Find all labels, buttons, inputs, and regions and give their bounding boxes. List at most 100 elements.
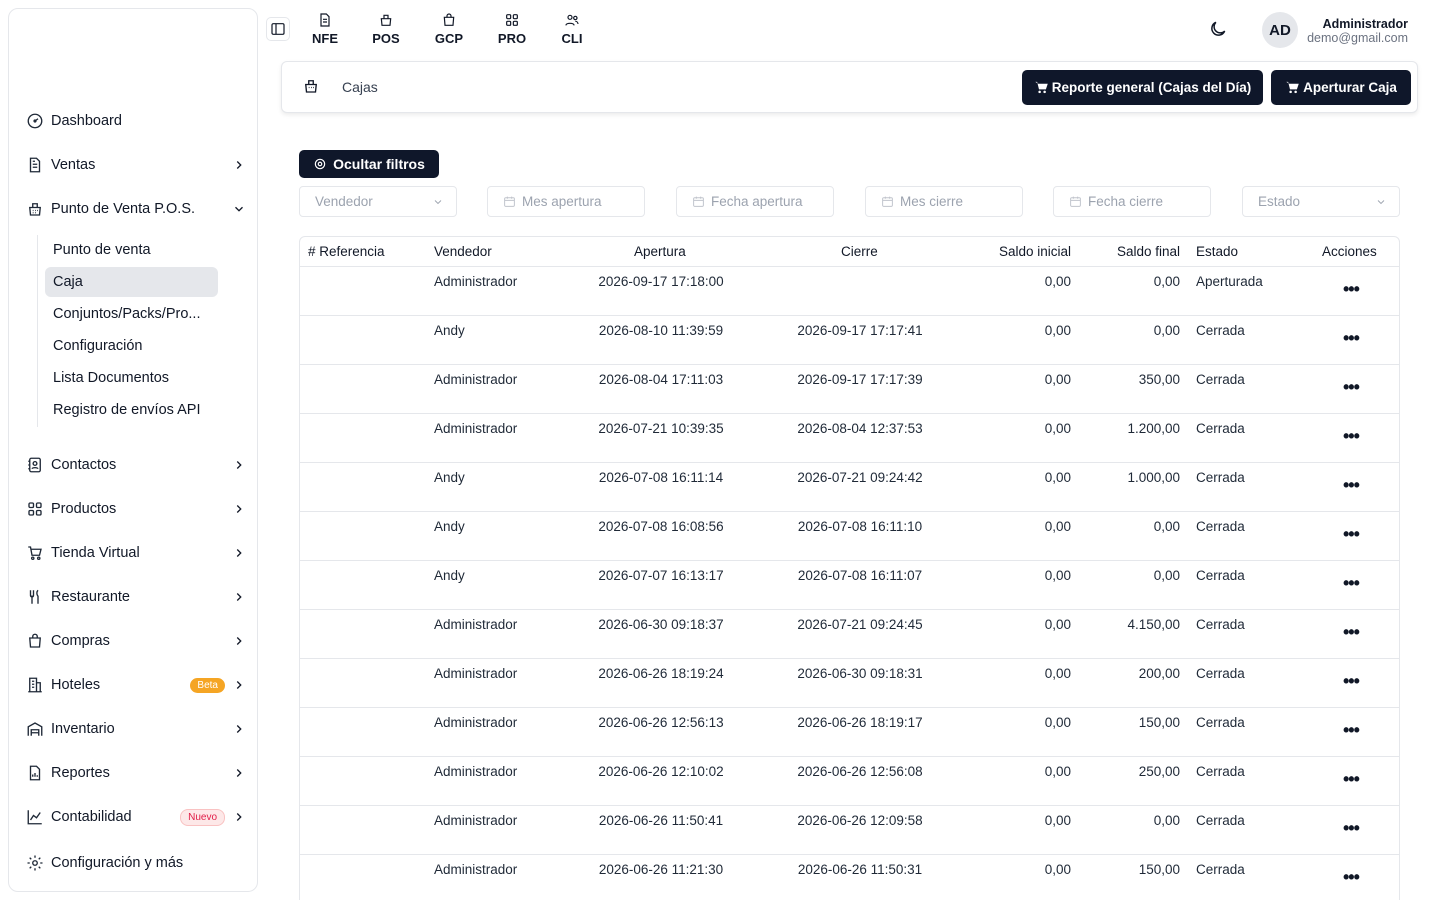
report-general-button[interactable]: Reporte general (Cajas del Día) bbox=[1022, 70, 1263, 105]
table-row: Andy 2026-07-07 16:13:17 2026-07-08 16:11:… bbox=[300, 561, 1399, 610]
avatar[interactable]: AD bbox=[1262, 12, 1298, 48]
report-general-label: Reporte general (Cajas del Día) bbox=[1051, 80, 1252, 95]
row-actions-button[interactable]: ••• bbox=[1343, 524, 1360, 544]
row-actions-button[interactable]: ••• bbox=[1343, 671, 1360, 691]
sidebar-item-restaurante[interactable]: Restaurante bbox=[25, 585, 247, 609]
cell-cierre: 2026-07-21 09:24:45 bbox=[797, 617, 923, 632]
aperturar-caja-button[interactable]: Aperturar Caja bbox=[1271, 70, 1411, 105]
sidebar-toggle-button[interactable] bbox=[266, 17, 290, 41]
cell-vendedor: Andy bbox=[434, 470, 465, 485]
column-header-estado[interactable]: Estado bbox=[1196, 244, 1239, 259]
submenu-item-registro-envios-api[interactable]: Registro de envíos API bbox=[53, 402, 201, 418]
cell-apertura: 2026-07-07 16:13:17 bbox=[598, 568, 724, 583]
hotel-icon bbox=[25, 675, 45, 695]
row-actions-button[interactable]: ••• bbox=[1343, 867, 1360, 887]
calendar-icon bbox=[503, 195, 516, 208]
sidebar-item-dashboard[interactable]: Dashboard bbox=[25, 109, 247, 133]
row-actions-button[interactable]: ••• bbox=[1343, 475, 1360, 495]
row-actions-button[interactable]: ••• bbox=[1343, 720, 1360, 740]
sidebar-item-configuracion-y-mas[interactable]: Configuración y más bbox=[25, 851, 247, 875]
sidebar-item-reportes[interactable]: Reportes bbox=[25, 761, 247, 785]
sidebar-item-label: Reportes bbox=[51, 765, 110, 781]
column-header-vendedor[interactable]: Vendedor bbox=[434, 244, 492, 259]
row-actions-button[interactable]: ••• bbox=[1343, 426, 1360, 446]
module-gcp[interactable]: GCP bbox=[429, 12, 469, 46]
vendedor-select[interactable]: Vendedor bbox=[299, 186, 457, 217]
cell-saldo-final: 1.200,00 bbox=[1127, 421, 1180, 436]
module-cli[interactable]: CLI bbox=[552, 12, 592, 46]
row-actions-button[interactable]: ••• bbox=[1343, 769, 1360, 789]
cell-cierre: 2026-09-17 17:17:41 bbox=[797, 323, 923, 338]
sidebar-item-ventas[interactable]: Ventas bbox=[25, 153, 247, 177]
chevron-right-icon bbox=[231, 633, 247, 649]
mes-cierre-input[interactable]: Mes cierre bbox=[865, 186, 1023, 217]
table-row: Andy 2026-07-08 16:08:56 2026-07-08 16:11:… bbox=[300, 512, 1399, 561]
cell-estado: Cerrada bbox=[1196, 617, 1245, 632]
cell-saldo-inicial: 0,00 bbox=[1044, 470, 1071, 485]
toggle-filters-button[interactable]: Ocultar filtros bbox=[299, 150, 439, 178]
module-nfe[interactable]: NFE bbox=[305, 12, 345, 46]
cell-apertura: 2026-06-26 11:21:30 bbox=[598, 862, 724, 877]
mes-apertura-input[interactable]: Mes apertura bbox=[487, 186, 645, 217]
cell-apertura: 2026-08-04 17:11:03 bbox=[598, 372, 724, 387]
cell-estado: Cerrada bbox=[1196, 470, 1245, 485]
pos-submenu: Punto de venta Caja Conjuntos/Packs/Pro.… bbox=[37, 235, 227, 427]
submenu-item-configuracion[interactable]: Configuración bbox=[53, 338, 143, 354]
sidebar-item-label: Contabilidad bbox=[51, 809, 132, 825]
sidebar-item-contactos[interactable]: Contactos bbox=[25, 453, 247, 477]
module-pro[interactable]: PRO bbox=[492, 12, 532, 46]
calendar-icon bbox=[1069, 195, 1082, 208]
row-actions-button[interactable]: ••• bbox=[1343, 328, 1360, 348]
cell-apertura: 2026-06-30 09:18:37 bbox=[598, 617, 724, 632]
grid-icon bbox=[25, 499, 45, 519]
column-header-apertura[interactable]: Apertura bbox=[634, 244, 686, 259]
cell-estado: Cerrada bbox=[1196, 519, 1245, 534]
gear-icon bbox=[25, 853, 45, 873]
sidebar-item-pos[interactable]: Punto de Venta P.O.S. bbox=[25, 197, 247, 221]
submenu-item-lista-documentos[interactable]: Lista Documentos bbox=[53, 370, 170, 386]
sidebar-item-label: Configuración y más bbox=[51, 855, 184, 871]
fecha-cierre-input[interactable]: Fecha cierre bbox=[1053, 186, 1211, 217]
module-pos[interactable]: POS bbox=[366, 12, 406, 46]
calendar-icon bbox=[692, 195, 705, 208]
row-actions-button[interactable]: ••• bbox=[1343, 622, 1360, 642]
fecha-apertura-input[interactable]: Fecha apertura bbox=[676, 186, 834, 217]
dark-mode-toggle[interactable] bbox=[1208, 19, 1230, 41]
sidebar-item-inventario[interactable]: Inventario bbox=[25, 717, 247, 741]
chevron-right-icon bbox=[231, 677, 247, 693]
sidebar-item-compras[interactable]: Compras bbox=[25, 629, 247, 653]
cell-estado: Cerrada bbox=[1196, 764, 1245, 779]
submenu-item-caja[interactable]: Caja bbox=[45, 267, 218, 297]
shopping-bag-icon bbox=[443, 13, 455, 26]
cell-saldo-inicial: 0,00 bbox=[1044, 519, 1071, 534]
contacts-icon bbox=[25, 455, 45, 475]
table-row: Andy 2026-07-08 16:11:14 2026-07-21 09:24:… bbox=[300, 463, 1399, 512]
mes-apertura-placeholder: Mes apertura bbox=[522, 194, 602, 209]
sidebar: Dashboard Ventas Punto de Venta P.O.S. P… bbox=[8, 8, 258, 892]
estado-select[interactable]: Estado bbox=[1242, 186, 1400, 217]
table-row: Administrador 2026-06-26 11:21:30 2026-06-… bbox=[300, 855, 1399, 900]
row-actions-button[interactable]: ••• bbox=[1343, 279, 1360, 299]
column-header-cierre[interactable]: Cierre bbox=[841, 244, 878, 259]
sidebar-panel-icon bbox=[271, 23, 285, 35]
cart-icon bbox=[1286, 81, 1299, 94]
cell-vendedor: Administrador bbox=[434, 715, 518, 730]
cart-icon bbox=[25, 543, 45, 563]
sidebar-item-productos[interactable]: Productos bbox=[25, 497, 247, 521]
table-row: Administrador 2026-06-26 12:10:02 2026-06-… bbox=[300, 757, 1399, 806]
fecha-apertura-placeholder: Fecha apertura bbox=[711, 194, 803, 209]
submenu-item-punto-de-venta[interactable]: Punto de venta bbox=[53, 242, 151, 258]
submenu-item-conjuntos[interactable]: Conjuntos/Packs/Pro... bbox=[53, 306, 201, 322]
column-header-saldo-inicial[interactable]: Saldo inicial bbox=[998, 244, 1071, 259]
sidebar-item-tienda-virtual[interactable]: Tienda Virtual bbox=[25, 541, 247, 565]
users-icon bbox=[565, 14, 579, 26]
column-header-referencia[interactable]: # Referencia bbox=[308, 244, 385, 259]
cell-apertura: 2026-06-26 12:10:02 bbox=[598, 764, 724, 779]
sidebar-item-hoteles[interactable]: Hoteles Beta bbox=[25, 673, 247, 697]
column-header-saldo-final[interactable]: Saldo final bbox=[1116, 244, 1180, 259]
row-actions-button[interactable]: ••• bbox=[1343, 573, 1360, 593]
user-email: demo@gmail.com bbox=[1307, 31, 1408, 45]
row-actions-button[interactable]: ••• bbox=[1343, 377, 1360, 397]
sidebar-item-contabilidad[interactable]: Contabilidad Nuevo bbox=[25, 805, 247, 829]
row-actions-button[interactable]: ••• bbox=[1343, 818, 1360, 838]
